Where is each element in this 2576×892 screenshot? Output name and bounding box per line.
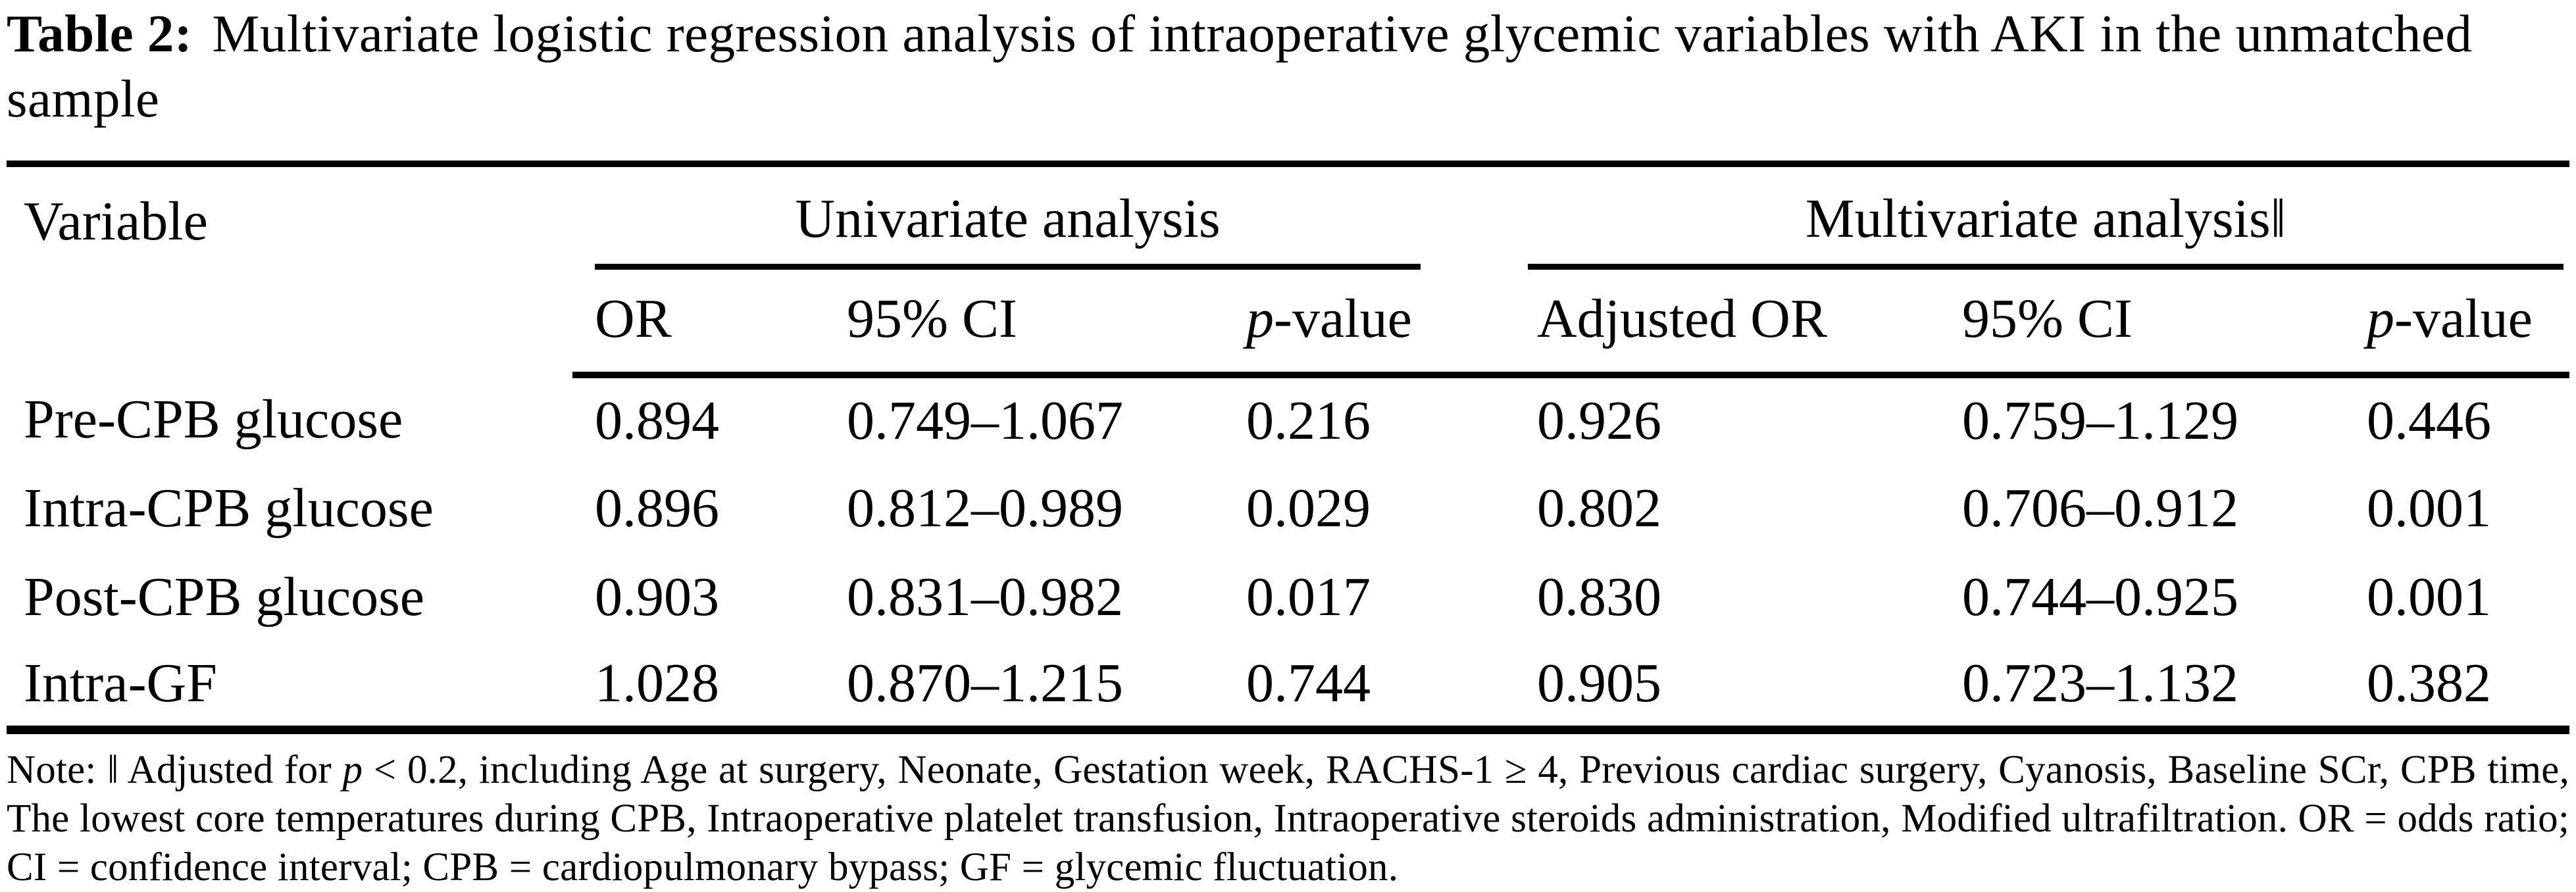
cell-adjusted-pvalue: 0.001 xyxy=(2367,477,2491,539)
table-number-label: Table 2: xyxy=(7,4,193,63)
cell-adjusted-ci: 0.723–1.132 xyxy=(1940,641,2344,735)
cell-adjusted-or: 0.905 xyxy=(1515,641,1940,735)
cell-adjusted-ci: 0.759–1.129 xyxy=(1962,390,2238,452)
cell-ci: 0.812–0.989 xyxy=(847,477,1123,539)
multivariate-analysis-header: Multivariate analysis‖ xyxy=(1528,167,2564,270)
cell-adjusted-or: 0.802 xyxy=(1537,477,1661,539)
cell-variable: Pre-CPB glucose xyxy=(24,388,403,450)
cell-variable: Intra-CPB glucose xyxy=(24,477,434,539)
column-header-variable: Variable xyxy=(24,190,208,252)
table-title-text: Multivariate logistic regression analysi… xyxy=(7,4,2473,128)
column-group-univariate: Univariate analysis xyxy=(572,164,1515,270)
cell-adjusted-pvalue: 0.382 xyxy=(2344,641,2570,735)
spanner-header-row: Variable Univariate analysis Multivariat… xyxy=(7,164,2569,270)
footnote-body: < 0.2, including Age at surgery, Neonate… xyxy=(7,748,2569,889)
column-header-ci2: 95% CI xyxy=(1940,269,2344,378)
column-header-ci: 95% CI xyxy=(824,269,1224,378)
table-footnote: Note: ‖ Adjusted for p < 0.2, including … xyxy=(7,746,2569,891)
footnote-prefix: Note: ‖ Adjusted for xyxy=(7,748,343,793)
regression-table: Variable Univariate analysis Multivariat… xyxy=(7,160,2570,735)
cell-or: 0.894 xyxy=(595,390,719,452)
cell-pvalue: 0.017 xyxy=(1246,566,1371,628)
table-row: Post-CPB glucose 0.903 0.831–0.982 0.017… xyxy=(7,553,2569,641)
footnote-p-symbol: p xyxy=(342,748,363,793)
table-row: Intra-GF 1.028 0.870–1.215 0.744 0.905 0… xyxy=(7,641,2570,735)
cell-ci: 0.831–0.982 xyxy=(847,566,1123,628)
column-header-pvalue: p-value xyxy=(1224,269,1515,378)
cell-variable: Intra-GF xyxy=(7,641,572,735)
sub-header-row: OR 95% CI p-value Adjusted OR 95% CI p-v… xyxy=(7,269,2570,378)
column-header-pvalue2: p-value xyxy=(2344,269,2570,378)
cell-pvalue: 0.744 xyxy=(1224,641,1515,735)
cell-pvalue: 0.029 xyxy=(1246,477,1371,539)
cell-or: 1.028 xyxy=(572,641,824,735)
cell-adjusted-or: 0.926 xyxy=(1537,390,1661,452)
cell-or: 0.896 xyxy=(595,477,719,539)
cell-ci: 0.749–1.067 xyxy=(847,390,1123,452)
column-group-multivariate: Multivariate analysis‖ xyxy=(1515,164,2569,270)
table-row: Intra-CPB glucose 0.896 0.812–0.989 0.02… xyxy=(7,464,2569,553)
cell-adjusted-pvalue: 0.001 xyxy=(2367,566,2491,628)
cell-pvalue: 0.216 xyxy=(1246,390,1371,452)
cell-adjusted-ci: 0.744–0.925 xyxy=(1962,566,2238,628)
univariate-analysis-header: Univariate analysis xyxy=(595,167,1421,270)
table-row: Pre-CPB glucose 0.894 0.749–1.067 0.216 … xyxy=(7,375,2569,464)
cell-or: 0.903 xyxy=(595,566,719,628)
cell-variable: Post-CPB glucose xyxy=(24,566,425,628)
column-header-adjusted-or: Adjusted OR xyxy=(1515,269,1940,378)
page-title: Table 2: Multivariate logistic regression… xyxy=(7,1,2569,132)
cell-adjusted-or: 0.830 xyxy=(1537,566,1661,628)
cell-adjusted-ci: 0.706–0.912 xyxy=(1962,477,2238,539)
cell-ci: 0.870–1.215 xyxy=(824,641,1224,735)
cell-adjusted-pvalue: 0.446 xyxy=(2367,390,2491,452)
column-header-or: OR xyxy=(572,269,824,378)
